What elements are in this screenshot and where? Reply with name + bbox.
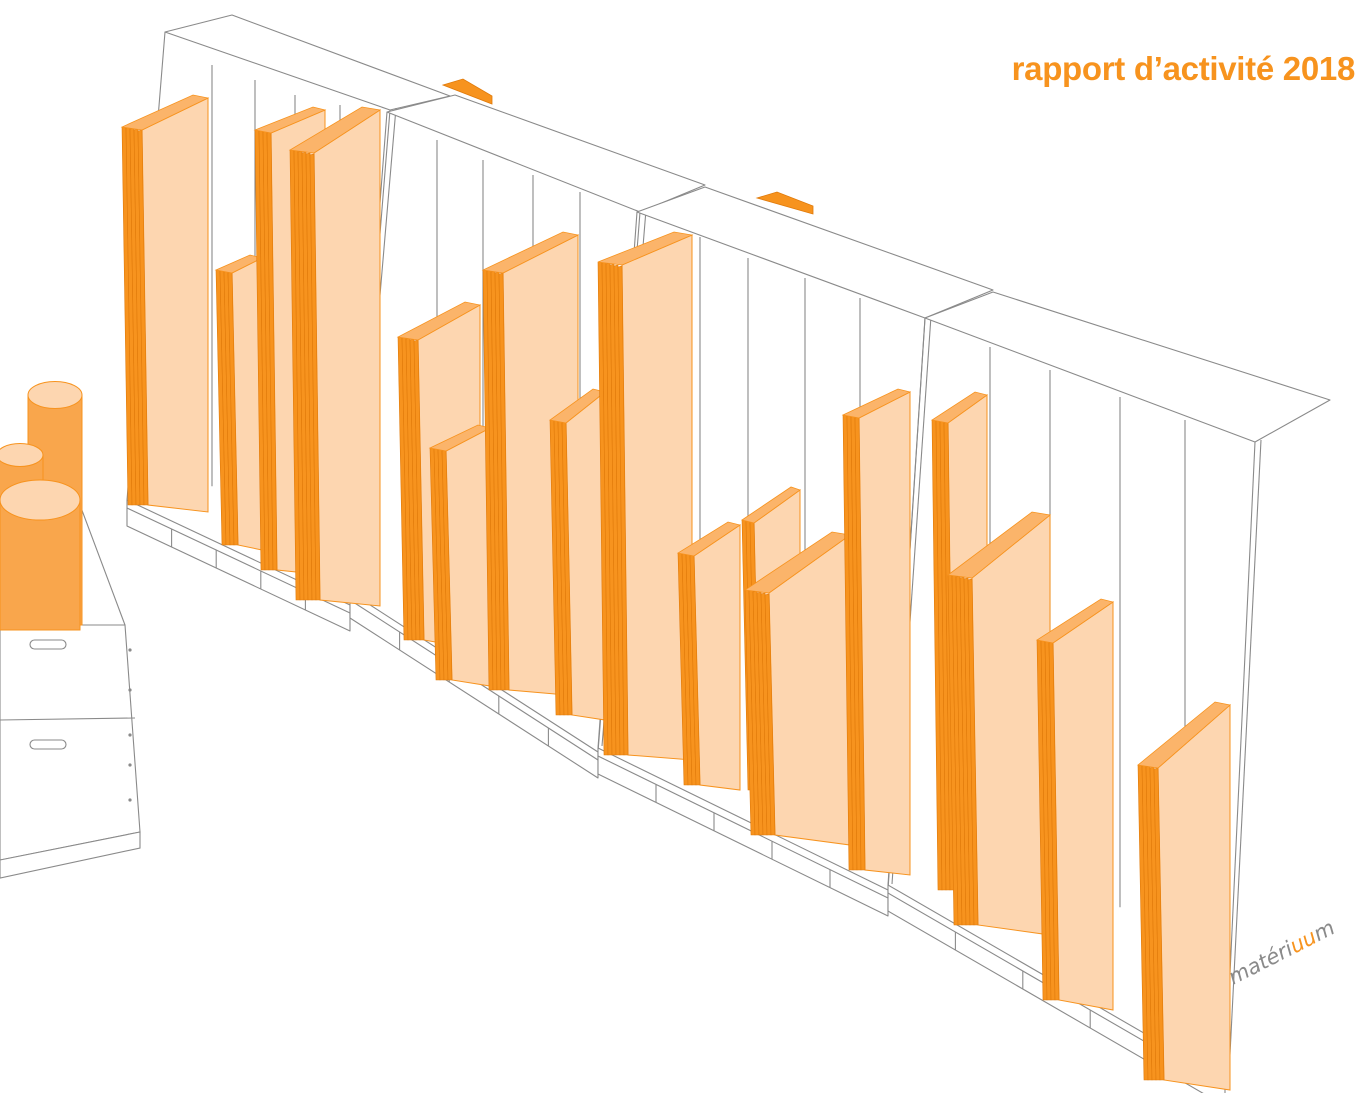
- panel-stack-12: [743, 531, 852, 846]
- panel-top-stub: [755, 191, 814, 215]
- rack-top: [636, 186, 994, 319]
- panel-stack-15: [946, 511, 1051, 936]
- rack-top: [164, 14, 451, 111]
- panel-edge: [967, 578, 979, 926]
- panel-stack-2: [214, 254, 264, 551]
- cover-title: rapport d’activité 2018: [1011, 50, 1356, 87]
- crate-seam: [0, 717, 136, 721]
- panel-top: [930, 391, 988, 424]
- panel-face: [1157, 703, 1231, 1091]
- panel-face: [858, 391, 911, 876]
- crate-rivet: [128, 688, 132, 692]
- panel-top: [597, 231, 694, 266]
- panel-stack-8: [549, 388, 606, 721]
- panel-stack-1: [120, 94, 210, 513]
- panel-top: [288, 106, 382, 154]
- rack-top: [386, 94, 706, 213]
- panel-stack-16: [1035, 598, 1114, 1011]
- panel-stack-13: [841, 388, 912, 876]
- materiuum-logo: matériuum: [1224, 915, 1338, 989]
- panel-top: [1035, 598, 1114, 644]
- crate-pallet: [0, 831, 141, 879]
- panel-edge: [413, 339, 425, 641]
- rack-top: [924, 291, 1331, 443]
- panel-face: [313, 109, 381, 607]
- panel-stack-9: [597, 231, 694, 761]
- panel-top: [120, 94, 210, 131]
- panel-stack-10: [676, 521, 741, 791]
- crate-body: [0, 624, 141, 861]
- panel-top: [481, 231, 580, 274]
- crate-edge: [79, 504, 126, 626]
- crate-rivet: [128, 763, 132, 767]
- panel-edge: [309, 153, 321, 601]
- cylinder-top: [27, 381, 83, 409]
- panel-stack-6: [428, 424, 492, 687]
- panel-top: [253, 106, 327, 134]
- panel-face: [141, 97, 209, 513]
- panel-edge: [764, 593, 776, 836]
- crate-rivet: [128, 648, 132, 652]
- panel-top: [841, 388, 912, 419]
- panel-stack-4: [288, 106, 382, 607]
- panel-group: [120, 78, 1231, 1091]
- panel-top: [1137, 701, 1231, 769]
- crate: [0, 504, 141, 879]
- panel-face: [693, 524, 741, 791]
- rack-post: [1228, 439, 1262, 1075]
- panel-face: [565, 390, 606, 721]
- rack-pallet: [597, 747, 889, 917]
- panel-top: [946, 511, 1051, 579]
- panel-face: [445, 427, 491, 687]
- panel-edge: [617, 265, 629, 756]
- crate-handle: [29, 639, 67, 650]
- panel-edge: [137, 129, 149, 506]
- panel-edge: [498, 272, 510, 691]
- crate-handle: [29, 739, 67, 750]
- cylinder-top: [0, 479, 81, 521]
- panel-top: [741, 486, 801, 524]
- panel-top: [396, 301, 482, 341]
- crate-rivet: [128, 733, 132, 737]
- cylinder-top: [0, 443, 44, 467]
- panel-top: [676, 521, 741, 557]
- panel-top-stub: [441, 78, 493, 105]
- panel-edge: [1153, 767, 1165, 1081]
- cylinder-3: [0, 479, 81, 631]
- pallet-board: [597, 755, 889, 899]
- crate-rivet: [128, 798, 132, 802]
- panel-face: [1052, 601, 1114, 1011]
- panel-stack-17: [1137, 701, 1231, 1091]
- crate-group: [0, 381, 141, 879]
